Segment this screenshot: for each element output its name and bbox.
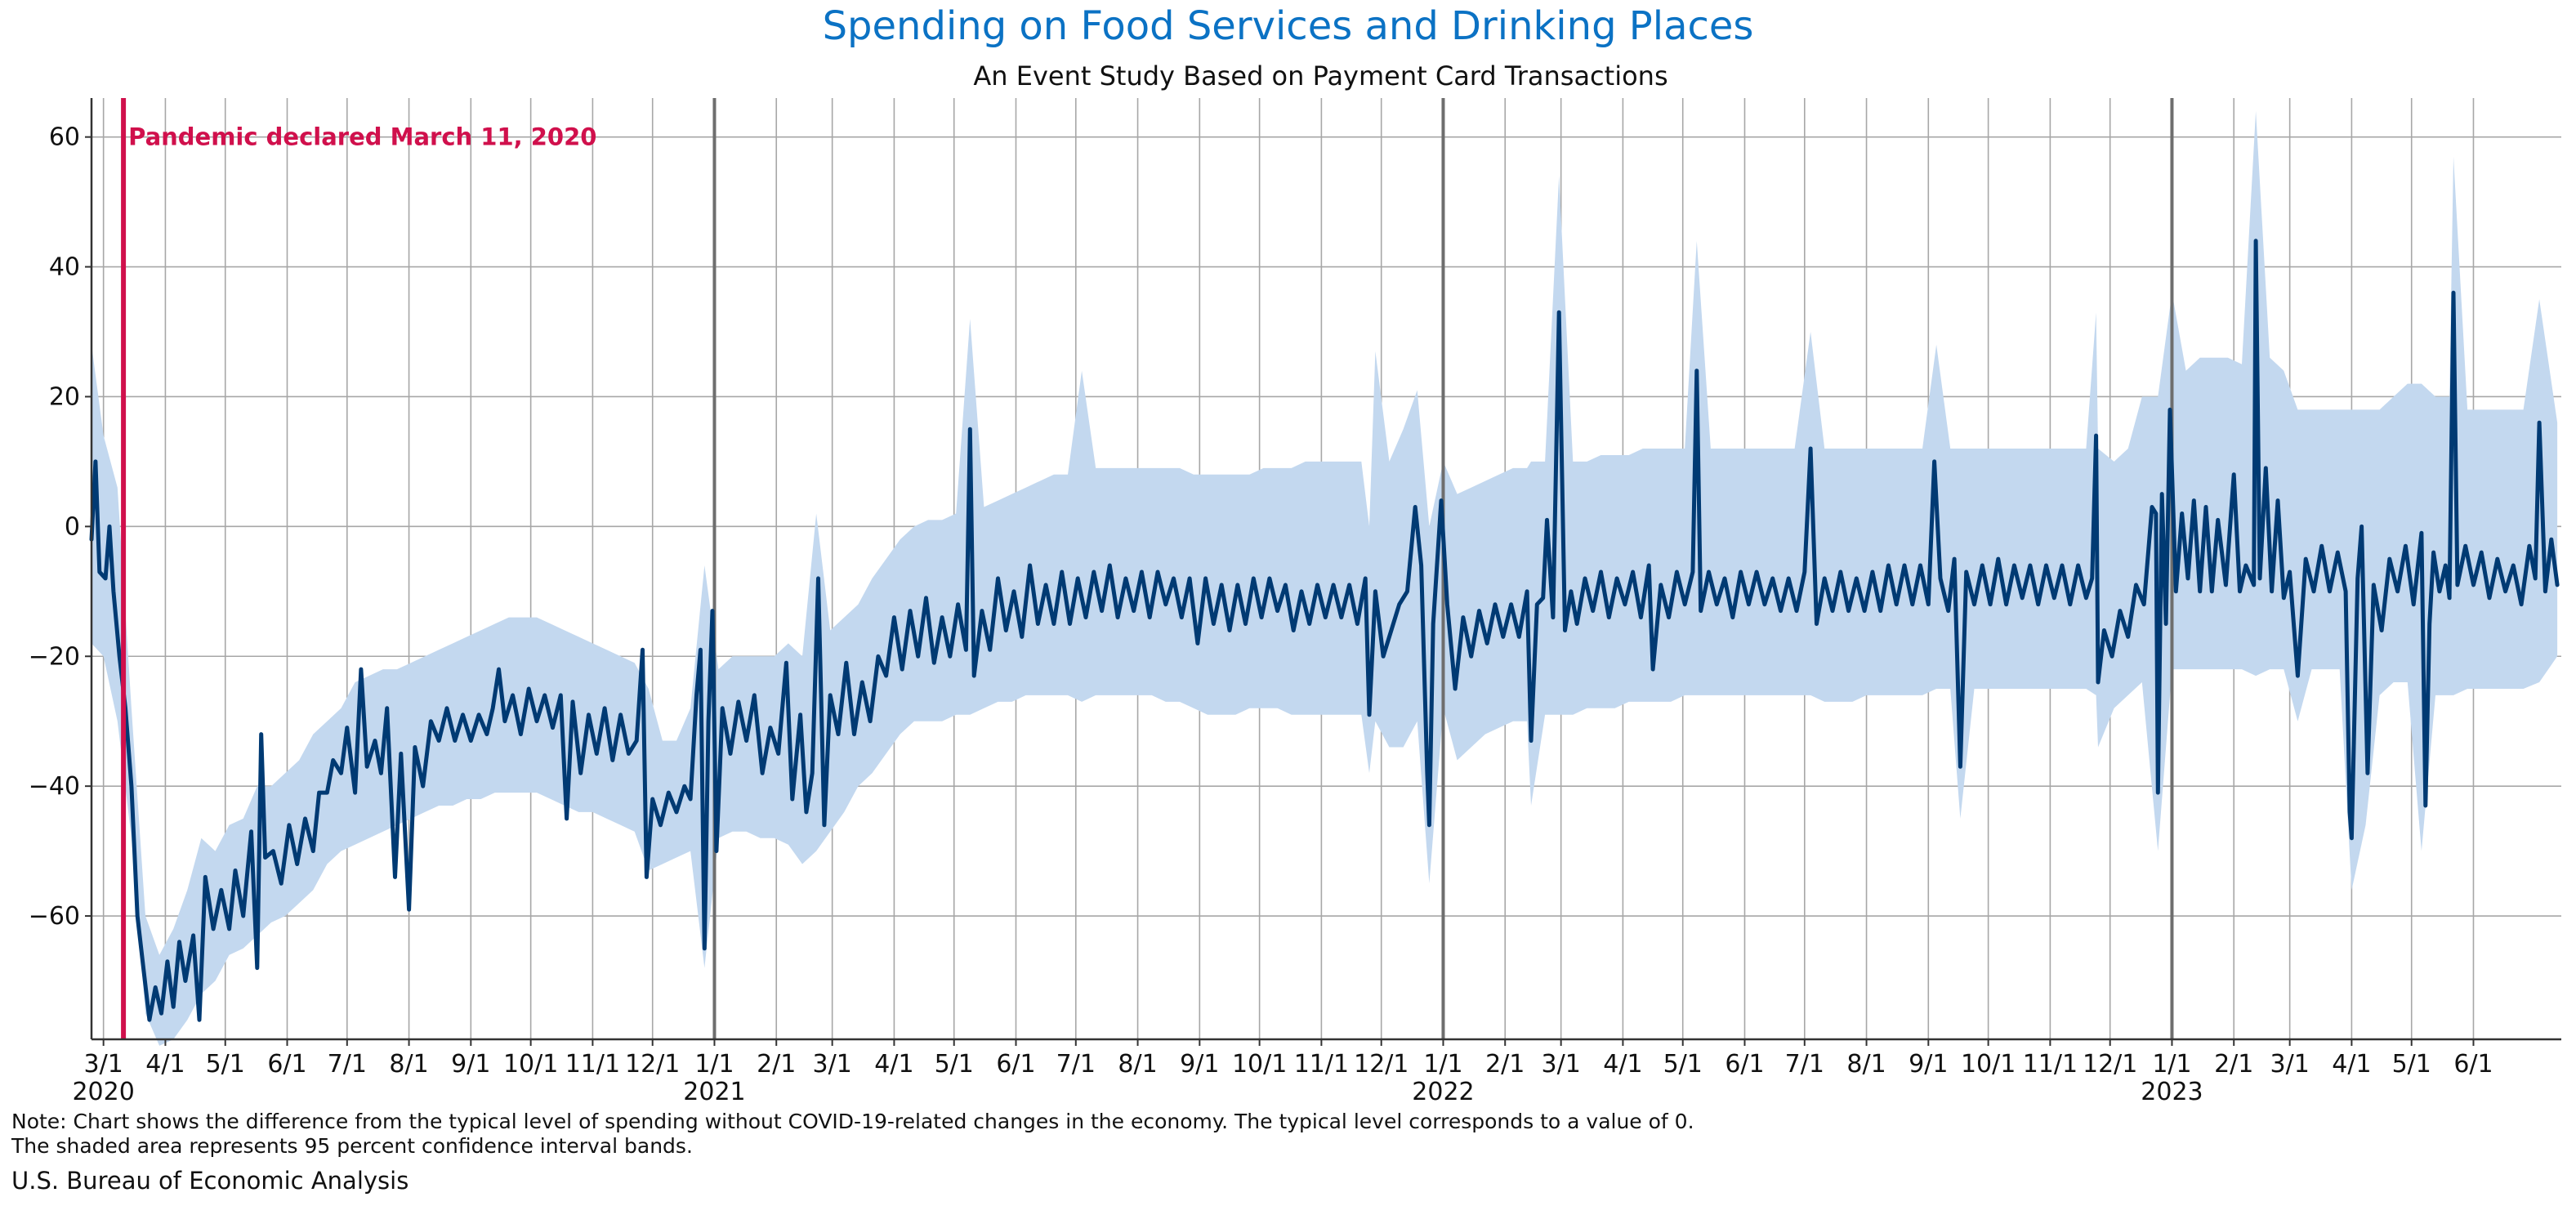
series-line-layer [89, 239, 2560, 1022]
y-tick-label: −60 [29, 902, 80, 931]
y-tick-label: 0 [65, 512, 80, 541]
x-tick-label: 12/1 [2083, 1050, 2137, 1079]
x-tick-label: 1/1 [694, 1050, 734, 1079]
source-label: U.S. Bureau of Economic Analysis [11, 1167, 409, 1195]
x-tick-label: 3/1 [1542, 1050, 1581, 1079]
chart-note: Note: Chart shows the difference from th… [11, 1110, 1694, 1159]
note-line-1: Note: Chart shows the difference from th… [11, 1110, 1694, 1133]
x-tick-label: 11/1 [565, 1050, 620, 1079]
x-tick-label: 5/1 [2392, 1050, 2431, 1079]
x-tick-label: 12/1 [1354, 1050, 1409, 1079]
x-tick-label: 10/1 [1961, 1050, 2016, 1079]
x-tick-label: 3/1 [813, 1050, 852, 1079]
x-tick-label: 4/1 [874, 1050, 913, 1079]
x-tick-label: 2/1 [2214, 1050, 2253, 1079]
x-tick-label: 8/1 [389, 1050, 428, 1079]
x-tick-label: 9/1 [1909, 1050, 1948, 1079]
x-tick-label: 7/1 [328, 1050, 367, 1079]
x-tick-label: 10/1 [503, 1050, 558, 1079]
x-tick-label: 6/1 [1725, 1050, 1764, 1079]
chart-title: Spending on Food Services and Drinking P… [822, 3, 1754, 49]
event-layer: Pandemic declared March 11, 2020 [121, 98, 596, 1039]
x-tick-label: 3/1 [84, 1050, 123, 1079]
x-tick-label: 12/1 [625, 1050, 680, 1079]
note-line-2: The shaded area represents 95 percent co… [11, 1134, 693, 1158]
y-tick-label: 60 [49, 123, 80, 152]
x-year-label: 2021 [683, 1078, 745, 1106]
y-tick-label: 40 [49, 253, 80, 282]
x-tick-label: 1/1 [2152, 1050, 2191, 1079]
x-tick-label: 6/1 [996, 1050, 1035, 1079]
x-tick-label: 2/1 [1485, 1050, 1525, 1079]
x-tick-label: 10/1 [1232, 1050, 1287, 1079]
x-tick-label: 6/1 [2453, 1050, 2493, 1079]
x-tick-label: 11/1 [1294, 1050, 1349, 1079]
x-tick-label: 9/1 [451, 1050, 490, 1079]
x-tick-label: 1/1 [1423, 1050, 1462, 1079]
y-tick-label: 20 [49, 382, 80, 411]
series-line [89, 239, 2560, 1022]
x-year-label: 2022 [1412, 1078, 1474, 1106]
x-tick-label: 3/1 [2270, 1050, 2310, 1079]
x-tick-label: 11/1 [2023, 1050, 2078, 1079]
y-tick-label: −40 [29, 772, 80, 801]
x-tick-label: 4/1 [2332, 1050, 2371, 1079]
x-tick-label: 5/1 [206, 1050, 245, 1079]
x-tick-label: 2/1 [757, 1050, 796, 1079]
x-tick-label: 6/1 [267, 1050, 306, 1079]
chart-subtitle: An Event Study Based on Payment Card Tra… [973, 60, 1668, 92]
x-tick-label: 8/1 [1846, 1050, 1886, 1079]
x-tick-label: 8/1 [1118, 1050, 1157, 1079]
event-label: Pandemic declared March 11, 2020 [128, 123, 596, 151]
x-tick-label: 7/1 [1785, 1050, 1824, 1079]
x-tick-label: 4/1 [1603, 1050, 1642, 1079]
x-tick-label: 5/1 [935, 1050, 974, 1079]
x-tick-label: 9/1 [1180, 1050, 1219, 1079]
y-tick-label: −20 [29, 642, 80, 671]
x-tick-label: 4/1 [145, 1050, 185, 1079]
x-year-label: 2023 [2141, 1078, 2203, 1106]
x-tick-label: 7/1 [1056, 1050, 1096, 1079]
x-year-label: 2020 [72, 1078, 134, 1106]
x-tick-label: 5/1 [1663, 1050, 1703, 1079]
